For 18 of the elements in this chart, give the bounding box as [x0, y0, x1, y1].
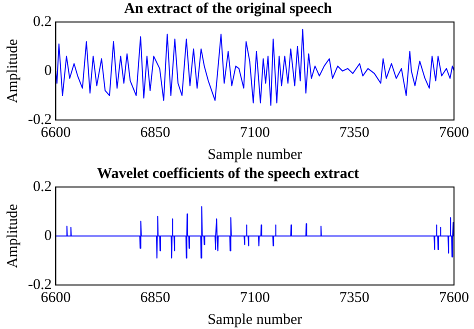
chart-title: Wavelet coefficients of the speech extract [97, 166, 359, 182]
y-axis-title: Amplitude [4, 204, 21, 268]
x-tick-label: 7100 [240, 290, 270, 306]
x-axis-title: Sample number [208, 146, 302, 163]
x-tick-label: 6850 [140, 124, 170, 141]
x-tick-label: 7350 [339, 124, 370, 141]
y-tick-label: 0 [44, 228, 52, 244]
x-tick-label: 7100 [240, 124, 270, 141]
chart-title: An extract of the original speech [124, 0, 333, 17]
x-tick-label: 7350 [339, 290, 370, 306]
y-tick-label: 0.2 [32, 178, 52, 195]
x-tick-label: 7600 [439, 290, 469, 306]
y-tick-label: 0 [44, 62, 52, 79]
y-tick-label: 0.2 [32, 14, 52, 30]
x-tick-label: 6850 [140, 290, 170, 306]
y-axis-title: Amplitude [4, 38, 21, 104]
x-axis-title: Sample number [208, 312, 302, 328]
x-tick-label: 7600 [439, 124, 469, 141]
